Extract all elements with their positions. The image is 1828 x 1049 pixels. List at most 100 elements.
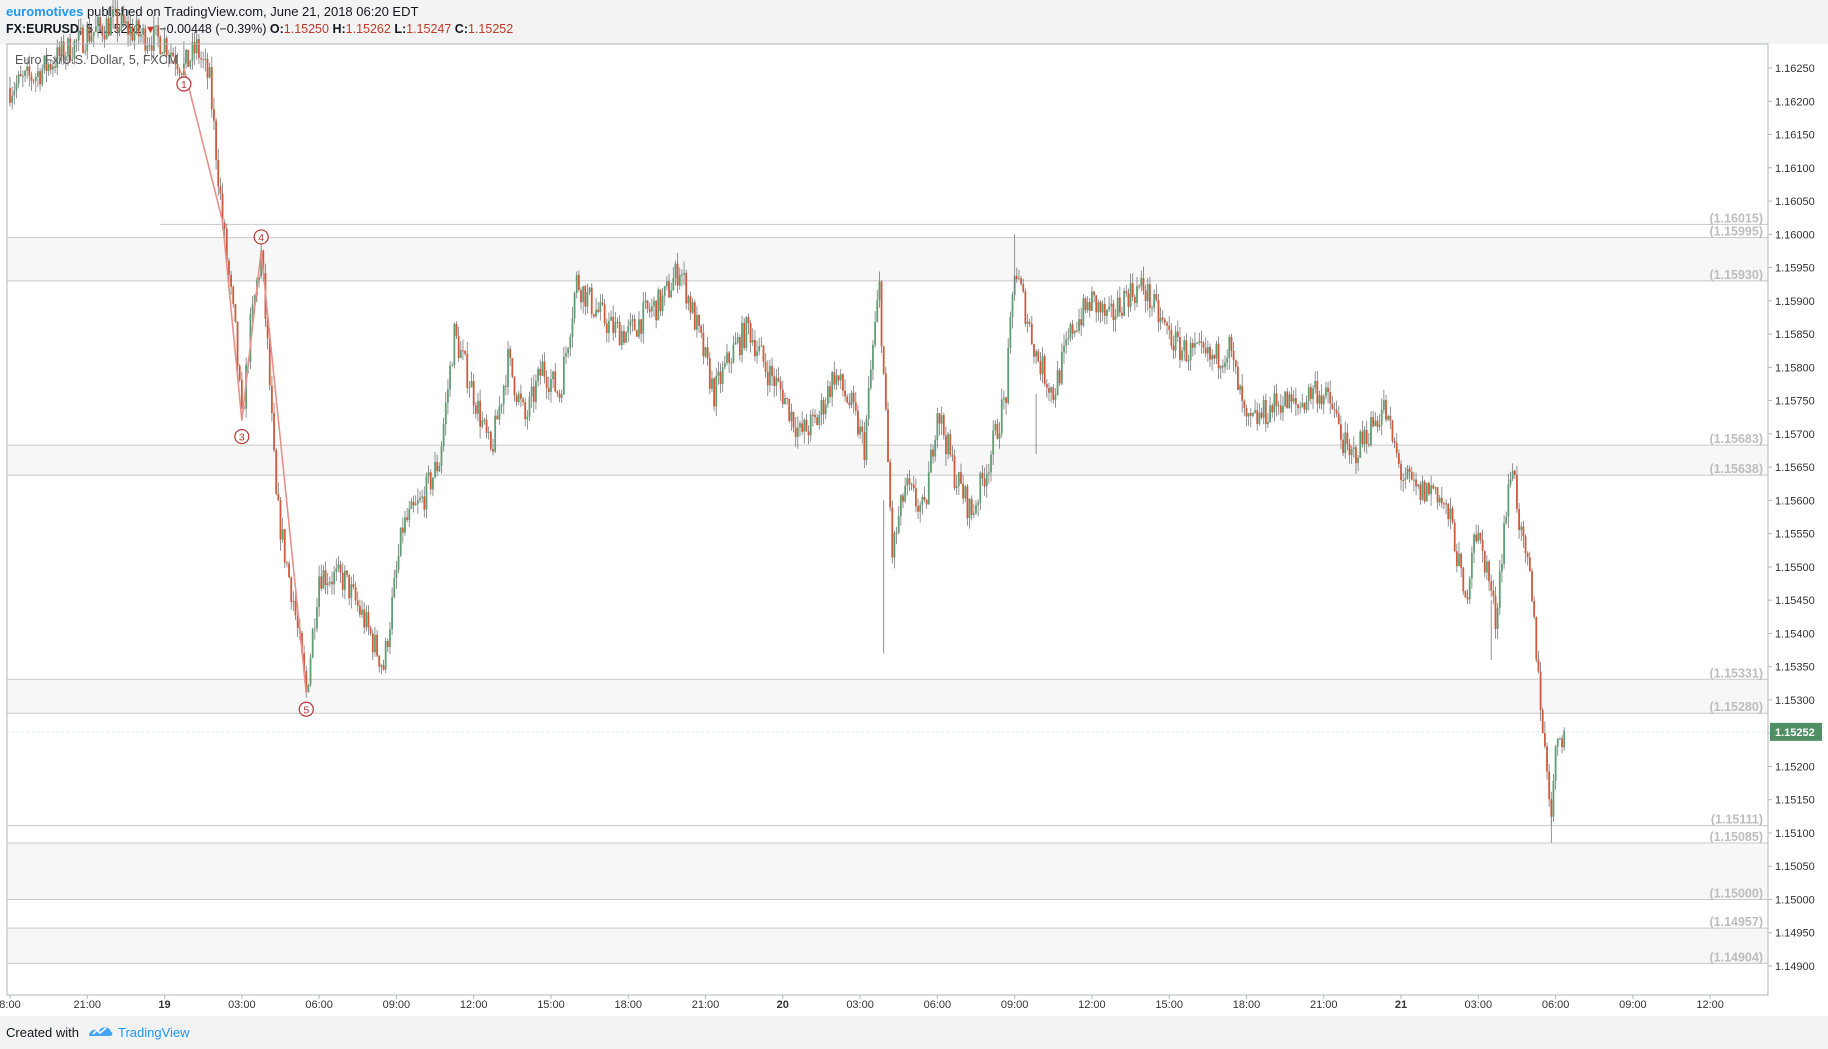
candle-body [1172,345,1175,351]
candle-body [324,570,327,586]
candle-body [1245,408,1248,417]
tradingview-brand-link[interactable]: TradingView [118,1025,190,1040]
candle-body [1425,483,1428,502]
candle-body [809,414,812,436]
candle-body [470,381,473,388]
candle-body [743,322,746,348]
candle-body [934,439,937,457]
candle-body [844,390,846,397]
candle-body [597,309,600,312]
candle-body [1230,336,1233,351]
candle-body [1279,405,1282,413]
candle-body [970,499,973,515]
candle-body [427,472,430,477]
y-tick-label: 1.15550 [1775,529,1815,541]
candle-body [240,379,243,408]
candle-body [1434,487,1437,489]
candle-body [1284,391,1287,407]
candle-body [292,601,295,603]
x-tick-label: 19 [158,999,170,1011]
candle-body [217,159,220,187]
candle-body [270,385,273,413]
candle-body [990,454,992,473]
candle-body [642,302,645,334]
candle-body [34,76,37,81]
candle-body [316,607,318,629]
candle-body [511,357,514,377]
level-label: (1.15280) [1709,700,1763,714]
candle-body [479,400,482,427]
candle-body [696,314,698,330]
candle-body [717,371,720,376]
candle-body [1273,393,1276,413]
candle-body [483,419,486,421]
candle-body [1363,429,1366,445]
candle-body [1376,420,1379,427]
low-value: 1.15247 [406,22,452,36]
candle-body [1224,362,1226,368]
x-tick-label: 03:00 [846,999,874,1011]
candle-body [878,281,881,300]
candle-body [955,486,958,488]
candle-body [1164,319,1166,323]
candle-body [930,449,932,473]
candle-body [994,423,997,431]
x-tick-label: 15:00 [537,999,565,1011]
candle-body [397,555,400,570]
candle-body [150,45,153,51]
candle-body [28,66,31,76]
candle-body [1496,607,1499,629]
sr-zone [7,679,1768,714]
candle-body [170,52,172,55]
candle-body [781,389,784,405]
candle-body [408,508,411,521]
tradingview-logo-icon[interactable] [86,1022,114,1040]
candle-body [367,612,370,628]
candle-body [520,393,522,400]
candle-body [612,316,615,333]
candle-body [380,665,383,667]
candle-body [1144,290,1147,302]
candle-body [698,314,700,326]
candle-body [1342,439,1344,453]
candle-body [1395,442,1398,454]
candle-body [1340,424,1342,440]
candle-body [406,517,409,521]
candle-body [1121,312,1123,316]
candle-body [558,393,561,398]
candle-body [914,488,917,507]
candle-body [1065,339,1068,346]
candle-body [996,423,999,439]
candle-body [1355,447,1357,464]
candle-body [565,353,567,357]
candle-body [893,533,896,558]
candle-body [187,49,190,67]
candle-body [260,250,263,277]
candle-body [30,75,33,81]
candle-body [1048,387,1050,393]
candle-body [326,583,329,586]
candle-body [1290,394,1293,402]
candle-body [225,228,228,261]
candle-body [1539,671,1542,711]
candle-body [1288,394,1291,409]
candle-body [54,66,56,68]
candle-body [500,404,503,406]
candle-body [1361,431,1364,445]
candle-body [451,365,454,367]
candle-body [1299,407,1302,409]
candle-body [277,493,280,501]
candle-body [155,25,157,27]
candle-body [683,272,685,275]
y-tick-label: 1.15300 [1775,695,1815,707]
author-link[interactable]: euromotives [6,4,84,19]
candle-body [356,600,359,606]
candle-body [880,281,883,347]
candle-body [320,576,323,589]
candle-body [1473,534,1475,553]
candle-body [1528,557,1531,572]
x-tick-label: 06:00 [1542,999,1570,1011]
candle-body [410,501,413,509]
candle-body [1367,444,1370,446]
